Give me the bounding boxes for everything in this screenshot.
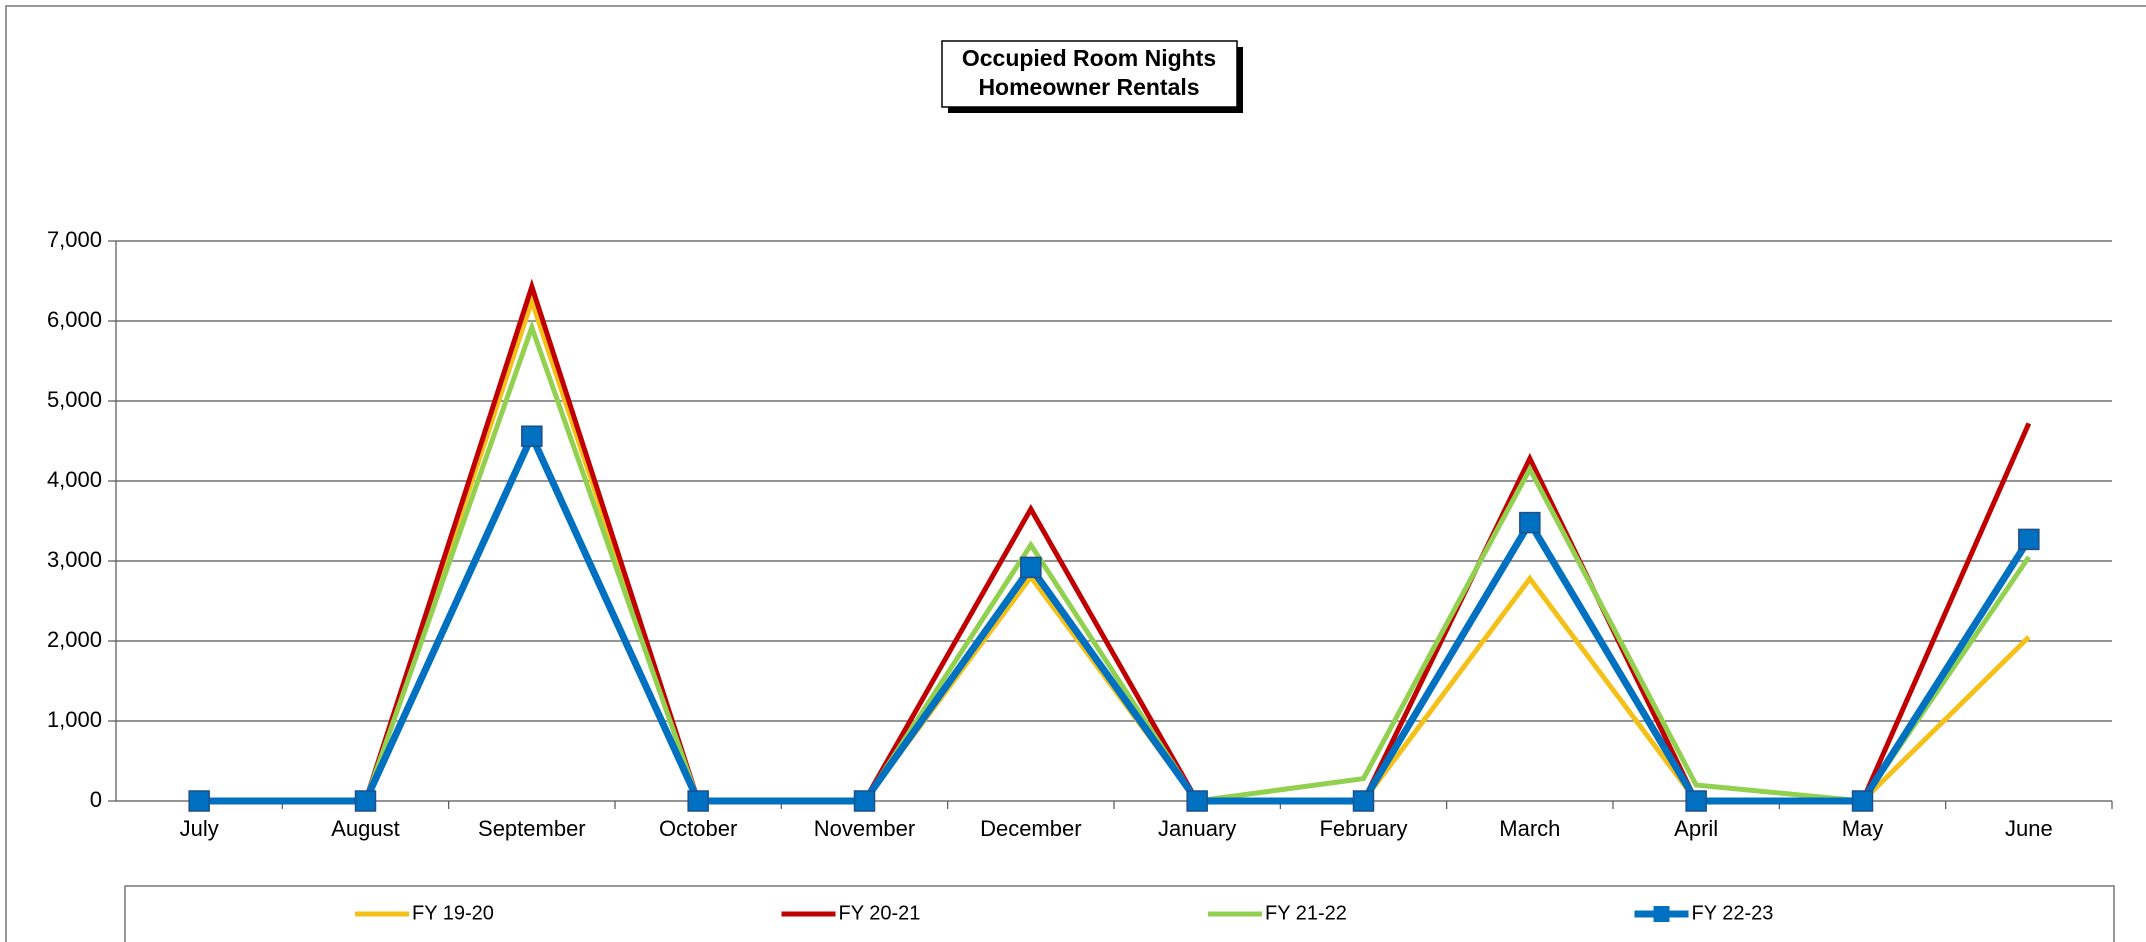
y-tick-label: 4,000: [47, 467, 102, 492]
point-marker: [521, 425, 543, 447]
x-tick-label: August: [331, 816, 400, 841]
point-marker: [687, 790, 709, 812]
point-marker: [1851, 790, 1874, 812]
chart-title: Homeowner Rentals: [978, 74, 1199, 100]
point-marker: [1352, 790, 1375, 812]
point-marker: [1685, 790, 1707, 812]
x-tick-label: October: [659, 816, 737, 841]
x-tick-label: January: [1158, 816, 1236, 841]
point-marker: [188, 790, 210, 812]
point-marker: [853, 790, 876, 812]
x-tick-label: March: [1499, 816, 1560, 841]
chart-title: Occupied Room Nights: [962, 45, 1216, 71]
x-tick-label: June: [2005, 816, 2053, 841]
y-tick-label: 7,000: [47, 227, 102, 252]
y-tick-label: 6,000: [47, 307, 102, 332]
legend-label: FY 20-21: [839, 902, 921, 924]
point-marker: [1186, 790, 1208, 812]
x-tick-label: May: [1842, 816, 1884, 841]
legend-label: FY 22-23: [1692, 902, 1774, 924]
legend-box: [124, 885, 2115, 942]
x-tick-label: April: [1674, 816, 1718, 841]
legend-label: FY 19-20: [412, 902, 494, 924]
y-tick-label: 0: [90, 787, 102, 812]
y-tick-label: 2,000: [47, 627, 102, 652]
x-tick-label: February: [1319, 816, 1407, 841]
point-marker: [1020, 556, 1042, 579]
series-line: [199, 427, 2032, 805]
point-marker: [354, 790, 377, 812]
x-tick-label: July: [180, 816, 219, 841]
x-tick-label: November: [814, 816, 915, 841]
point-marker: [1519, 511, 1541, 534]
title-box: [941, 40, 1238, 108]
legend-marker: [1653, 906, 1670, 922]
x-tick-label: December: [980, 816, 1081, 841]
y-tick-label: 1,000: [47, 707, 102, 732]
y-tick-label: 3,000: [47, 547, 102, 572]
y-tick-label: 5,000: [47, 387, 102, 412]
chart-frame: [5, 5, 2146, 942]
series-line: [199, 319, 2031, 804]
point-marker: [2018, 528, 2040, 551]
legend-label: FY 21-22: [1265, 902, 1347, 924]
x-tick-label: September: [478, 816, 586, 841]
